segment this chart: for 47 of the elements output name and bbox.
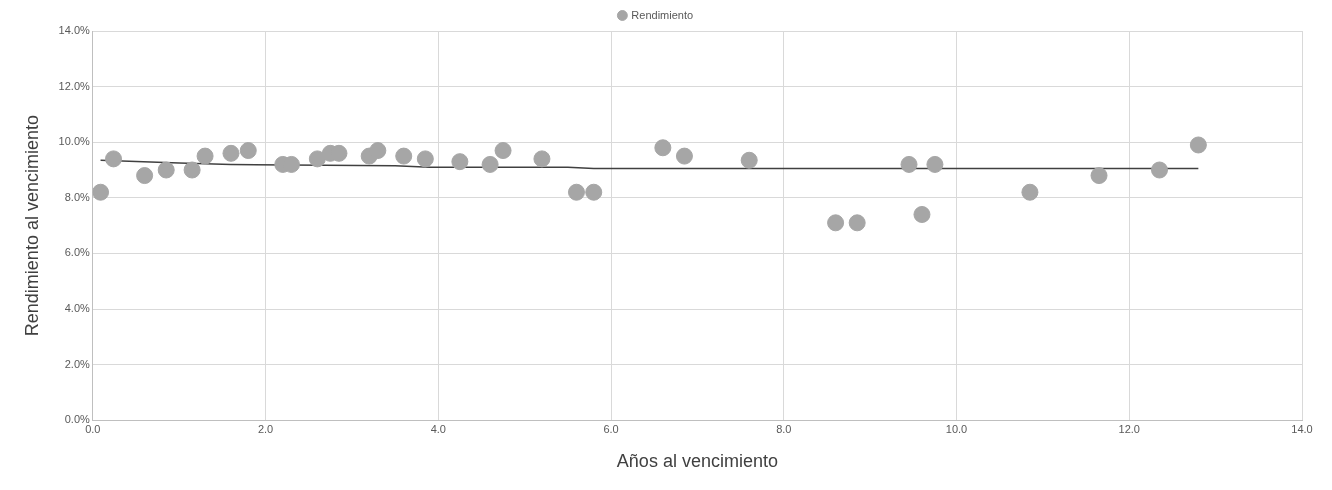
point xyxy=(1189,136,1207,154)
point xyxy=(1090,167,1108,185)
y-tick-label: 2.0% xyxy=(64,357,90,370)
point xyxy=(416,150,434,168)
point xyxy=(1150,161,1168,179)
point xyxy=(451,153,469,171)
point xyxy=(92,183,110,201)
point xyxy=(913,205,931,223)
point xyxy=(183,161,201,179)
y-tick-label: 4.0% xyxy=(64,302,90,315)
point xyxy=(222,144,240,162)
point xyxy=(481,155,499,173)
x-tick-label: 14.0 xyxy=(1291,422,1313,435)
point xyxy=(585,183,603,201)
point xyxy=(369,142,387,160)
x-tick-label: 4.0 xyxy=(430,422,446,435)
y-tick-label: 8.0% xyxy=(64,190,90,203)
point xyxy=(494,142,512,160)
point xyxy=(827,214,845,232)
point xyxy=(196,147,214,165)
point xyxy=(239,142,257,160)
y-tick-label: 12.0% xyxy=(58,79,90,92)
point xyxy=(848,214,866,232)
legend-label: Rendimiento xyxy=(631,8,694,21)
y-tick-label: 14.0% xyxy=(58,24,90,37)
point xyxy=(567,183,585,201)
point xyxy=(395,147,413,165)
y-tick-label: 10.0% xyxy=(58,135,90,148)
y-tick-label: 6.0% xyxy=(64,246,90,259)
point xyxy=(308,150,326,168)
point xyxy=(675,147,693,165)
x-tick-label: 2.0 xyxy=(257,422,274,435)
point xyxy=(740,151,758,169)
point xyxy=(136,167,154,185)
x-tick-label: 10.0 xyxy=(945,422,968,435)
point xyxy=(1021,183,1039,201)
y-axis-title: Rendimiento al vencimiento xyxy=(21,115,42,337)
x-tick-label: 6.0 xyxy=(603,422,619,435)
x-tick-label: 8.0 xyxy=(776,422,792,435)
point xyxy=(533,150,551,168)
point xyxy=(105,150,123,168)
x-tick-label: 12.0 xyxy=(1118,422,1140,435)
point xyxy=(157,161,175,179)
x-axis-title: Años al vencimiento xyxy=(616,451,778,472)
point xyxy=(654,139,672,157)
point xyxy=(926,155,944,173)
point xyxy=(900,155,918,173)
